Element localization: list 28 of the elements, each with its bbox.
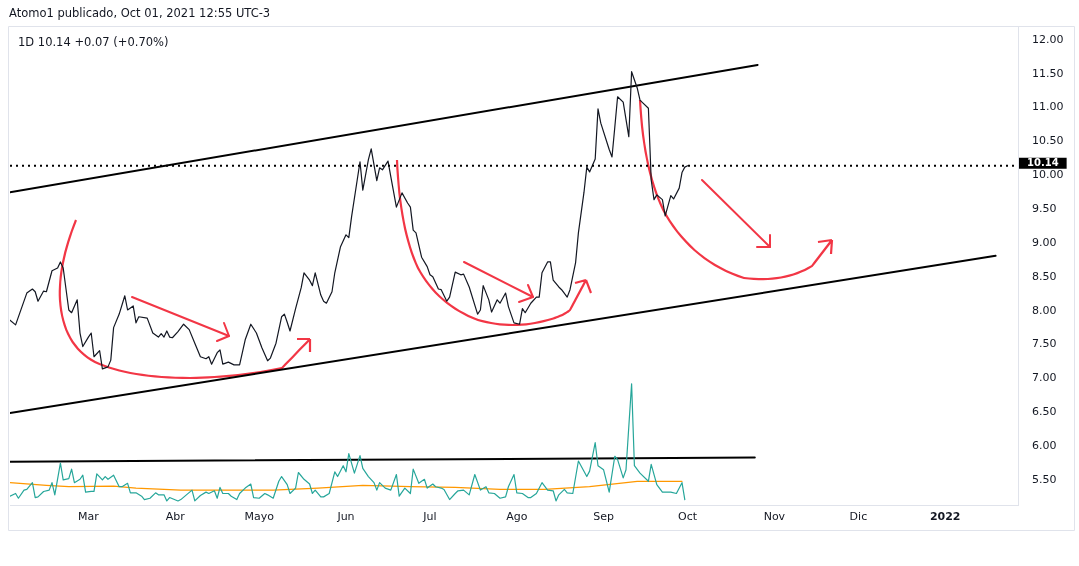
y-tick-label: 11.50 xyxy=(1032,66,1064,80)
y-tick-label: 7.00 xyxy=(1032,371,1057,385)
ref-line-label: 10.14 xyxy=(1027,157,1059,169)
x-tick-label: Mar xyxy=(78,510,100,524)
x-tick-label: Jun xyxy=(336,510,355,524)
x-tick-label: Ago xyxy=(506,510,528,524)
x-tick-label: Jul xyxy=(422,510,437,524)
x-tick-label: Oct xyxy=(678,510,698,524)
y-tick-label: 5.50 xyxy=(1032,472,1057,486)
y-tick-label: 9.00 xyxy=(1032,235,1057,249)
text: Atomo1 publicado, Oct 01, 2021 12:55 UTC-3 xyxy=(9,6,271,20)
y-tick-label: 10.50 xyxy=(1032,134,1064,148)
x-tick-label: Mayo xyxy=(244,510,275,524)
y-tick-label: 7.50 xyxy=(1032,337,1057,351)
x-tick-label: 2022 xyxy=(929,510,961,524)
y-tick-label: 6.50 xyxy=(1032,405,1057,419)
x-tick-label: Dic xyxy=(849,510,868,524)
x-tick-label: Abr xyxy=(165,510,186,524)
x-tick-label: Nov xyxy=(763,510,786,524)
y-tick-label: 9.50 xyxy=(1032,201,1057,215)
text: 1D 10.14 +0.07 (+0.70%) xyxy=(18,35,169,49)
y-tick-label: 11.00 xyxy=(1032,100,1064,114)
x-tick-label: Sep xyxy=(593,510,614,524)
y-tick-label: 6.00 xyxy=(1032,438,1057,452)
y-tick-label: 12.00 xyxy=(1032,32,1064,46)
y-tick-label: 8.50 xyxy=(1032,269,1057,283)
y-tick-label: 8.00 xyxy=(1032,303,1057,317)
y-tick-label: 10.00 xyxy=(1032,168,1064,182)
